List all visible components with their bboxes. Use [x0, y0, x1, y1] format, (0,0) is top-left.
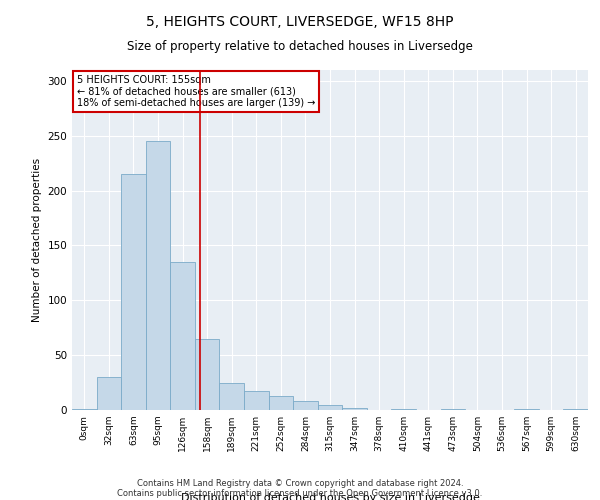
- Bar: [244, 392, 269, 410]
- Bar: [293, 401, 318, 410]
- Bar: [269, 396, 293, 410]
- Bar: [170, 262, 195, 410]
- Bar: [97, 377, 121, 410]
- Text: 5 HEIGHTS COURT: 155sqm
← 81% of detached houses are smaller (613)
18% of semi-d: 5 HEIGHTS COURT: 155sqm ← 81% of detache…: [77, 75, 316, 108]
- Bar: [72, 409, 97, 410]
- Text: Size of property relative to detached houses in Liversedge: Size of property relative to detached ho…: [127, 40, 473, 53]
- Bar: [563, 409, 588, 410]
- Bar: [514, 409, 539, 410]
- Bar: [318, 404, 342, 410]
- X-axis label: Distribution of detached houses by size in Liversedge: Distribution of detached houses by size …: [181, 493, 479, 500]
- Bar: [391, 409, 416, 410]
- Bar: [121, 174, 146, 410]
- Bar: [342, 408, 367, 410]
- Bar: [146, 142, 170, 410]
- Text: Contains HM Land Registry data © Crown copyright and database right 2024.: Contains HM Land Registry data © Crown c…: [137, 478, 463, 488]
- Text: Contains public sector information licensed under the Open Government Licence v3: Contains public sector information licen…: [118, 488, 482, 498]
- Bar: [440, 409, 465, 410]
- Y-axis label: Number of detached properties: Number of detached properties: [32, 158, 42, 322]
- Bar: [220, 382, 244, 410]
- Bar: [195, 338, 220, 410]
- Text: 5, HEIGHTS COURT, LIVERSEDGE, WF15 8HP: 5, HEIGHTS COURT, LIVERSEDGE, WF15 8HP: [146, 15, 454, 29]
